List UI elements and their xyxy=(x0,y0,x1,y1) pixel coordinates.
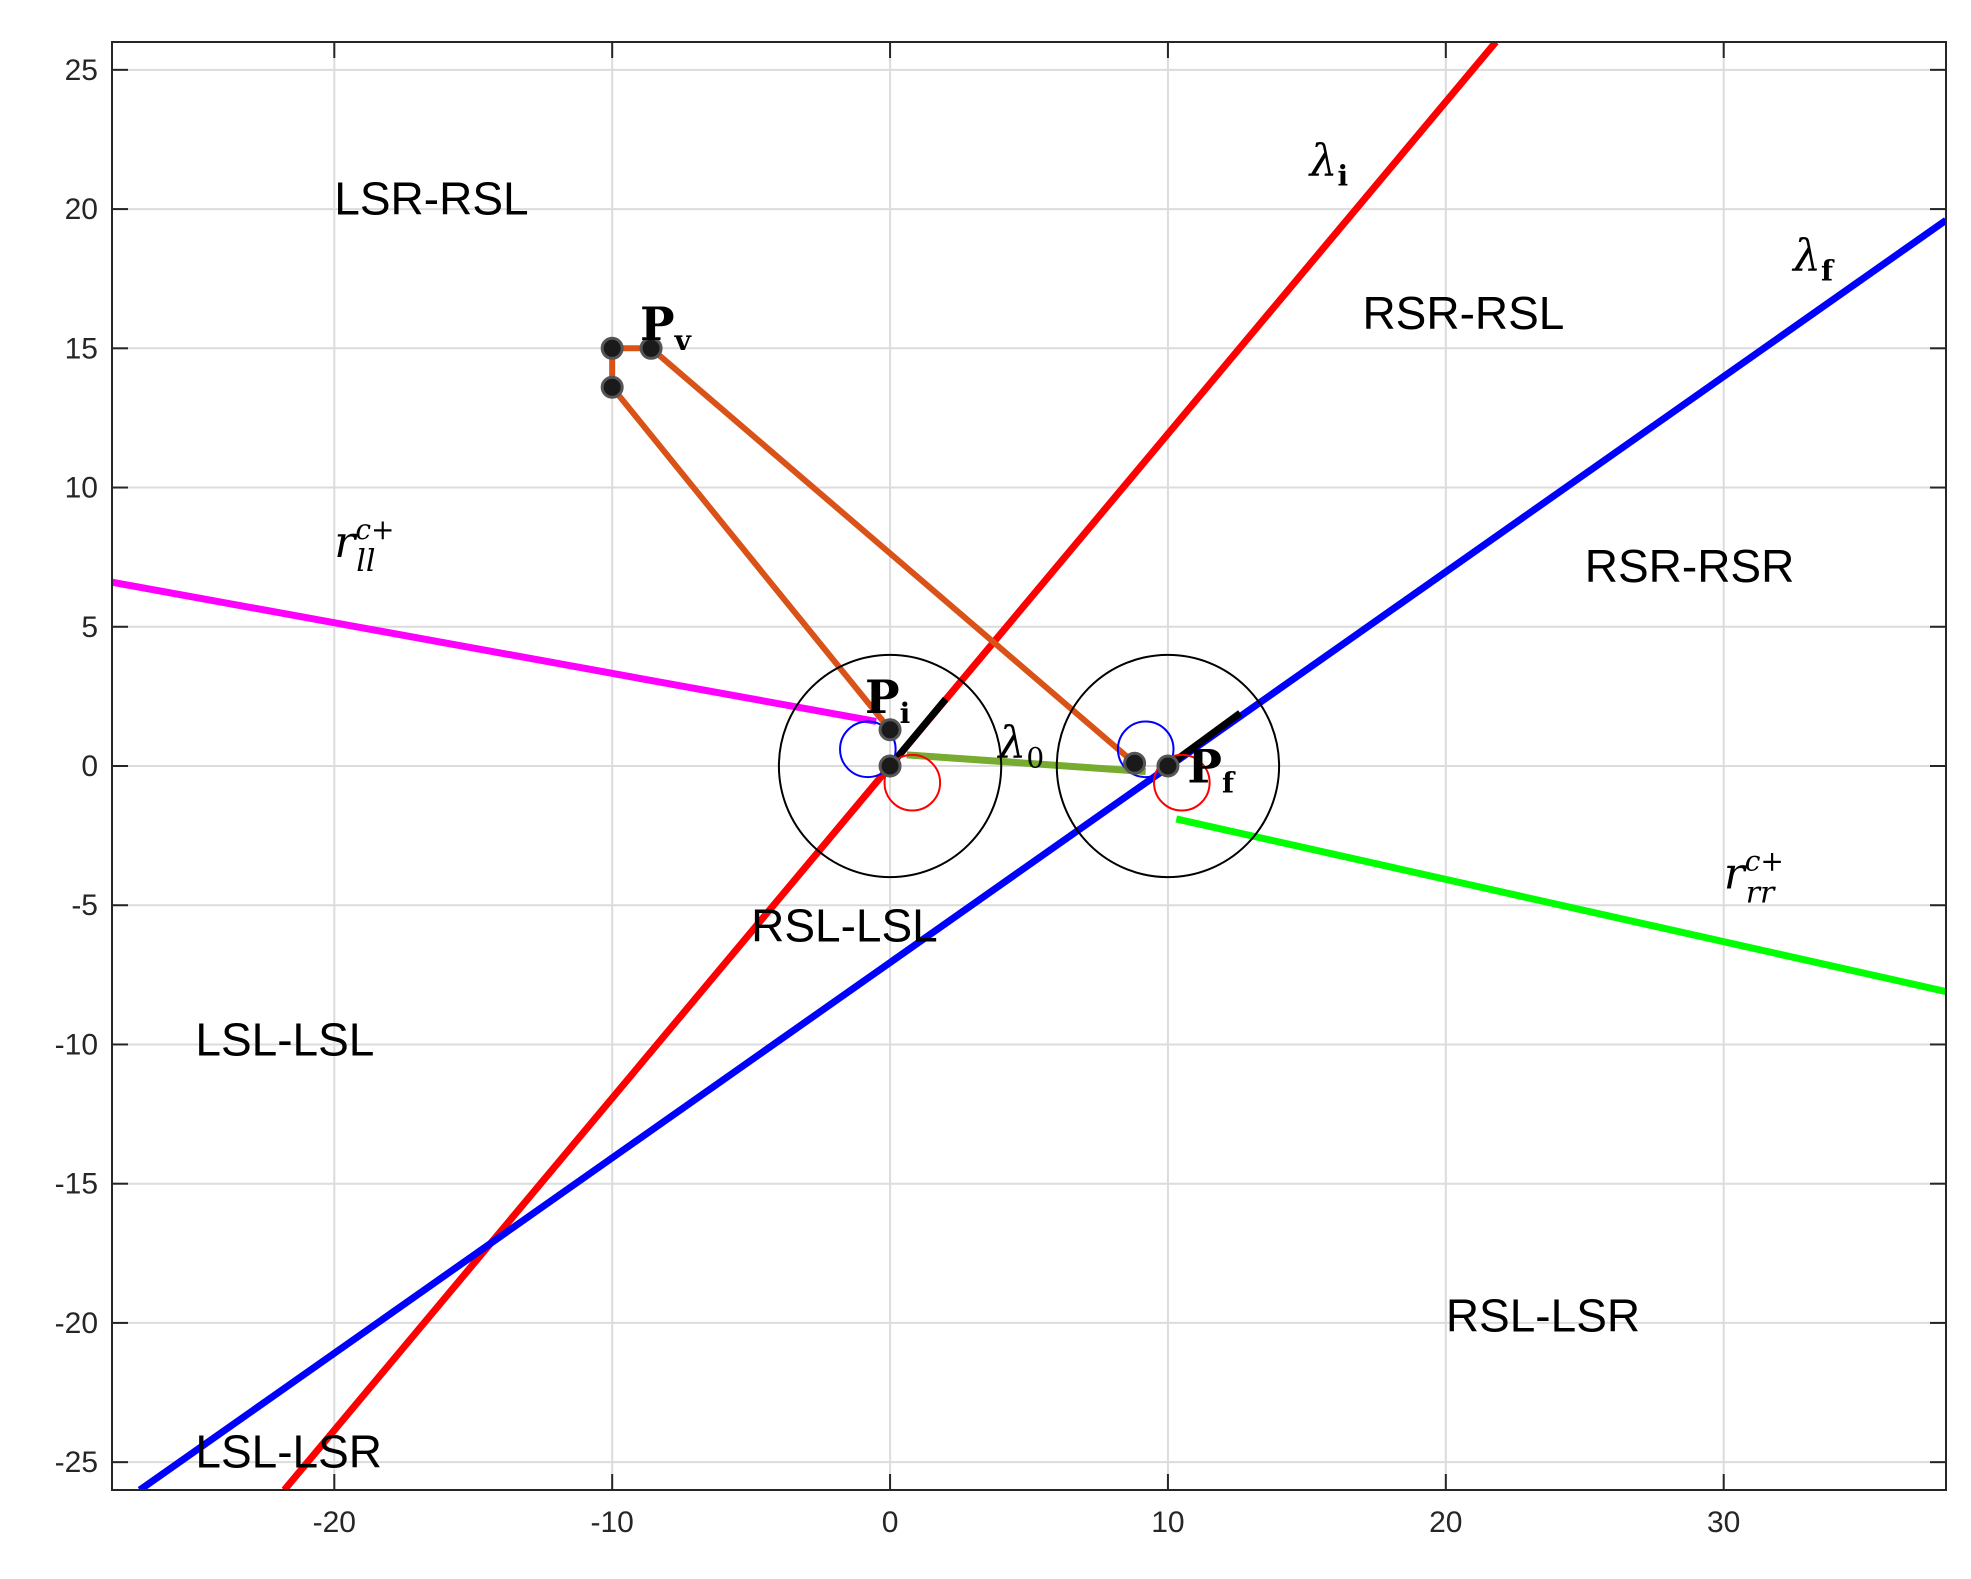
series-heading xyxy=(1165,710,1243,769)
point-marker xyxy=(600,375,624,399)
math-label: λf xyxy=(1791,230,1835,287)
series-r-rr xyxy=(1175,815,1946,995)
point-marker xyxy=(639,336,663,360)
math-label: rc+ ll xyxy=(334,513,394,579)
region-label: LSL-LSL xyxy=(195,1014,374,1066)
grid xyxy=(112,42,1946,1490)
point-layer xyxy=(600,336,1180,778)
y-tick-label: -25 xyxy=(55,1446,98,1479)
y-tick-label: 0 xyxy=(81,750,98,783)
region-label: RSL-LSL xyxy=(751,899,938,951)
turn-circle xyxy=(1116,720,1175,779)
point-marker xyxy=(1123,751,1147,775)
point-marker xyxy=(878,718,902,742)
math-label: λi xyxy=(1308,136,1349,193)
x-tick-label: 0 xyxy=(882,1506,899,1539)
turn-circle xyxy=(1153,753,1211,812)
math-label: Pv xyxy=(640,297,692,357)
turn-circle xyxy=(1055,653,1281,879)
x-tick-label: -20 xyxy=(313,1506,356,1539)
label-layer: LSR-RSL RSR-RSL RSR-RSR RSL-LSL LSL-LSL RSL-L… xyxy=(195,136,1835,1478)
x-tick-label: 20 xyxy=(1429,1506,1462,1539)
y-tick-label: -15 xyxy=(55,1168,98,1201)
point-marker xyxy=(878,754,902,778)
turn-circle xyxy=(883,753,942,812)
turn-circle xyxy=(839,720,897,779)
ticks: -20 -10 0 10 20 30 -25 -20 -15 -10 -5 0 5 10 15 20 25 xyxy=(55,42,1946,1539)
y-tick-label: 20 xyxy=(65,193,98,226)
turn-circle xyxy=(777,653,1003,879)
region-label: LSL-LSR xyxy=(195,1426,382,1478)
series-r-ll xyxy=(112,578,877,725)
math-label: rc+ rr xyxy=(1724,845,1784,911)
math-label: Pi xyxy=(865,670,910,730)
point-marker xyxy=(600,336,624,360)
y-tick-label: 15 xyxy=(65,332,98,365)
y-tick-label: 5 xyxy=(81,611,98,644)
region-label: LSR-RSL xyxy=(334,173,528,225)
y-tick-label: 10 xyxy=(65,472,98,505)
region-label: RSL-LSR xyxy=(1446,1289,1640,1341)
point-marker xyxy=(1156,754,1180,778)
y-tick-label: -5 xyxy=(71,889,98,922)
series-lambda-f xyxy=(137,217,1946,1490)
y-tick-label: -10 xyxy=(55,1028,98,1061)
y-tick-label: 25 xyxy=(65,54,98,87)
y-tick-label: -20 xyxy=(55,1307,98,1340)
series-lambda-0 xyxy=(906,751,1146,776)
x-tick-label: 10 xyxy=(1151,1506,1184,1539)
region-label: RSR-RSR xyxy=(1585,540,1795,592)
region-label: RSR-RSL xyxy=(1362,287,1564,339)
x-tick-label: 30 xyxy=(1707,1506,1740,1539)
circle-layer xyxy=(777,653,1281,879)
x-tick-label: -10 xyxy=(591,1506,634,1539)
math-label: λ0 xyxy=(996,718,1044,775)
math-label: Pf xyxy=(1187,740,1236,800)
series-heading xyxy=(887,696,949,769)
